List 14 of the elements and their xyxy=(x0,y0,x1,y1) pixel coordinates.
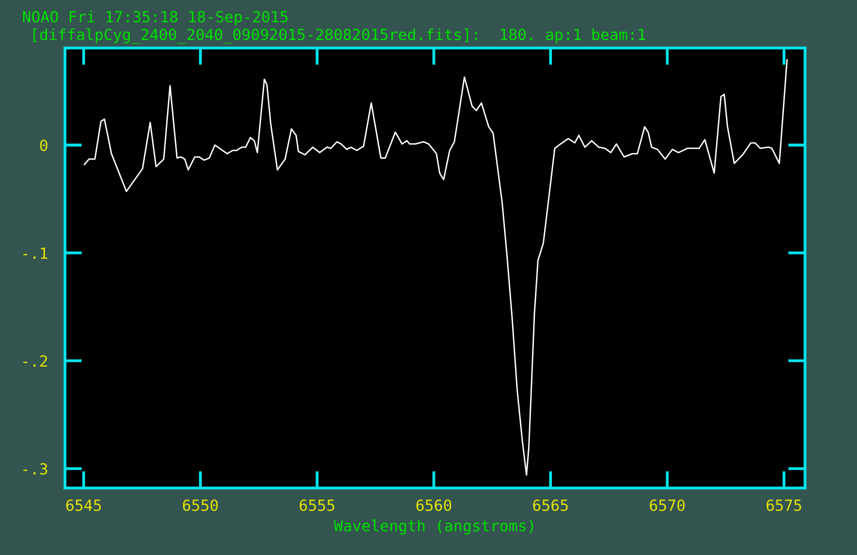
x-tick-label: 6555 xyxy=(300,499,334,512)
y-tick-label: -.2 xyxy=(23,355,48,367)
y-tick-label: 0 xyxy=(40,140,48,152)
x-tick-label: 6565 xyxy=(533,499,568,512)
chart-subtitle: [diffalpCyg_2400_2040_09092015-28082015red.fits]: 180. ap:1 beam:1 xyxy=(33,28,646,44)
x-tick-label: 6575 xyxy=(766,499,802,512)
x-tick-label: 6545 xyxy=(66,499,101,512)
chart-title: NOAO Fri 17:35:18 18-Sep-2015 xyxy=(23,10,288,26)
x-tick-label: 6560 xyxy=(416,499,452,512)
x-tick-label: 6570 xyxy=(650,499,685,512)
y-tick-label: -.1 xyxy=(23,248,48,259)
x-axis-title: Wavelength (angstroms) xyxy=(334,520,534,535)
y-tick-label: -.3 xyxy=(23,463,48,475)
x-tick-label: 6550 xyxy=(182,499,218,512)
